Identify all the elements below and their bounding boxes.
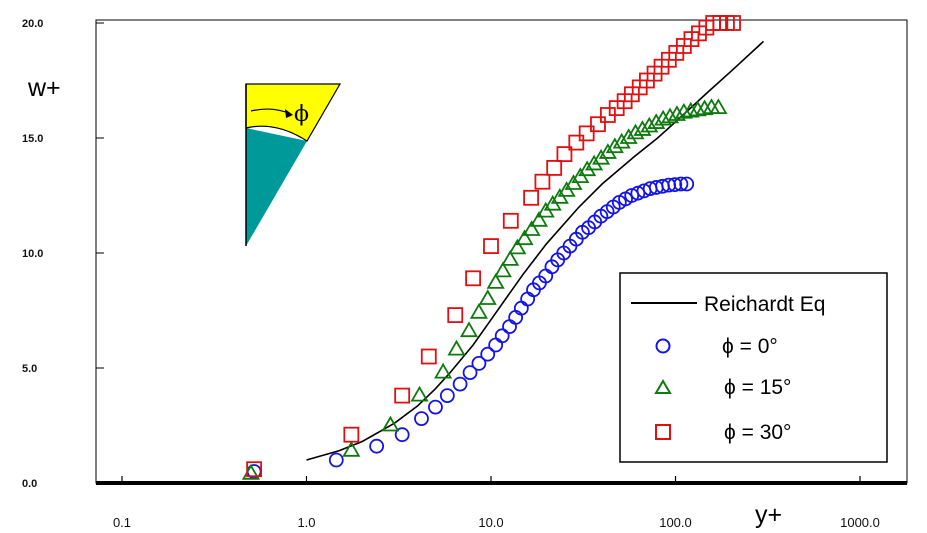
data-point-phi-30 [394, 387, 411, 404]
x-tick-label: 10.0 [478, 515, 503, 530]
x-axis-ticks: 0.1 1.0 10.0 100.0 1000.0 [113, 476, 880, 530]
legend-label-reichardt: Reichardt Eq [704, 293, 825, 316]
data-point-phi-15 [410, 385, 429, 402]
data-point-phi-15 [612, 132, 631, 149]
data-point-phi-15 [605, 137, 624, 154]
data-point-phi-0 [414, 411, 429, 427]
data-point-phi-0 [471, 355, 487, 371]
y-tick-label: 15.0 [22, 133, 43, 145]
data-point-phi-0 [673, 176, 689, 192]
data-point-phi-0 [369, 438, 385, 454]
data-point-phi-0 [480, 346, 496, 362]
data-point-phi-15 [654, 109, 673, 126]
data-point-phi-15 [469, 302, 488, 319]
legend-label-phi-0: ϕ = 0° [722, 335, 778, 358]
x-tick-label: 1000.0 [840, 515, 880, 530]
data-point-phi-15 [515, 229, 534, 246]
data-point-phi-15 [647, 113, 666, 129]
legend: Reichardt Eq ϕ = 0° ϕ = 15° ϕ = 30° [619, 272, 888, 463]
x-tick-label: 0.1 [113, 515, 131, 530]
data-point-phi-15 [619, 128, 638, 144]
data-point-phi-0 [494, 328, 510, 344]
series-layer [241, 15, 765, 480]
data-point-phi-15 [486, 273, 505, 289]
x-tick-label: 100.0 [659, 515, 692, 530]
legend-box [619, 272, 888, 463]
data-point-phi-15 [660, 107, 680, 124]
data-point-phi-30 [568, 134, 585, 151]
data-point-phi-30 [465, 270, 482, 287]
data-point-phi-15 [667, 105, 686, 121]
legend-square-marker [655, 424, 671, 440]
data-point-phi-0 [630, 185, 646, 201]
data-point-phi-0 [439, 388, 455, 404]
data-point-phi-15 [522, 220, 541, 236]
data-point-phi-15 [501, 250, 520, 266]
data-point-phi-15 [342, 440, 361, 457]
data-point-phi-30 [546, 159, 563, 176]
inset-phi-label: ϕ [294, 102, 309, 127]
reichardt-curve [306, 40, 765, 461]
data-point-phi-15 [633, 120, 652, 136]
data-point-phi-0 [328, 452, 344, 468]
data-point-phi-15 [459, 321, 479, 338]
data-point-phi-30 [556, 146, 573, 163]
data-point-phi-30 [534, 173, 551, 190]
y-axis-label: w+ [27, 74, 61, 102]
data-point-phi-30 [246, 461, 263, 478]
data-point-phi-15 [508, 238, 527, 255]
data-point-phi-15 [674, 102, 693, 119]
data-point-phi-0 [394, 427, 410, 443]
data-point-phi-15 [709, 98, 728, 114]
data-point-phi-0 [679, 176, 695, 192]
data-point-phi-30 [725, 15, 741, 31]
y-tick-label: 20.0 [22, 18, 43, 30]
data-point-phi-15 [434, 362, 453, 379]
data-point-phi-15 [447, 339, 466, 356]
y-tick-label: 0.0 [22, 478, 37, 490]
data-point-phi-0 [428, 399, 443, 415]
data-point-phi-15 [695, 99, 714, 116]
legend-triangle-marker [654, 379, 672, 394]
data-point-phi-0 [667, 177, 683, 193]
data-point-phi-15 [626, 123, 645, 140]
data-point-phi-30 [420, 348, 437, 365]
data-point-phi-30 [590, 116, 606, 133]
data-point-phi-30 [578, 125, 595, 142]
data-point-phi-15 [381, 415, 400, 432]
legend-label-phi-30: ϕ = 30° [724, 421, 791, 444]
y-tick-label: 5.0 [22, 363, 37, 375]
data-point-phi-30 [343, 426, 360, 443]
data-point-phi-15 [529, 210, 549, 227]
legend-label-phi-15: ϕ = 15° [724, 376, 791, 399]
data-point-phi-15 [478, 289, 497, 305]
data-point-phi-30 [502, 212, 519, 229]
inset-yellow-region [245, 83, 342, 142]
data-point-phi-0 [452, 376, 468, 392]
inset-diagram: ϕ [245, 83, 342, 246]
x-axis-label: y+ [755, 501, 782, 529]
inset-teal-wedge [246, 128, 307, 246]
legend-circle-marker [655, 338, 671, 354]
data-point-phi-15 [688, 100, 707, 117]
inset-arrowhead-icon [285, 109, 293, 118]
data-point-phi-30 [523, 189, 540, 206]
data-point-phi-15 [681, 101, 700, 118]
data-point-phi-15 [640, 116, 659, 133]
data-point-phi-30 [483, 238, 499, 255]
y-tick-label: 10.0 [22, 248, 43, 260]
data-point-phi-0 [462, 365, 478, 381]
data-point-phi-30 [447, 307, 464, 324]
data-point-phi-15 [493, 261, 512, 278]
x-tick-label: 1.0 [297, 515, 315, 530]
